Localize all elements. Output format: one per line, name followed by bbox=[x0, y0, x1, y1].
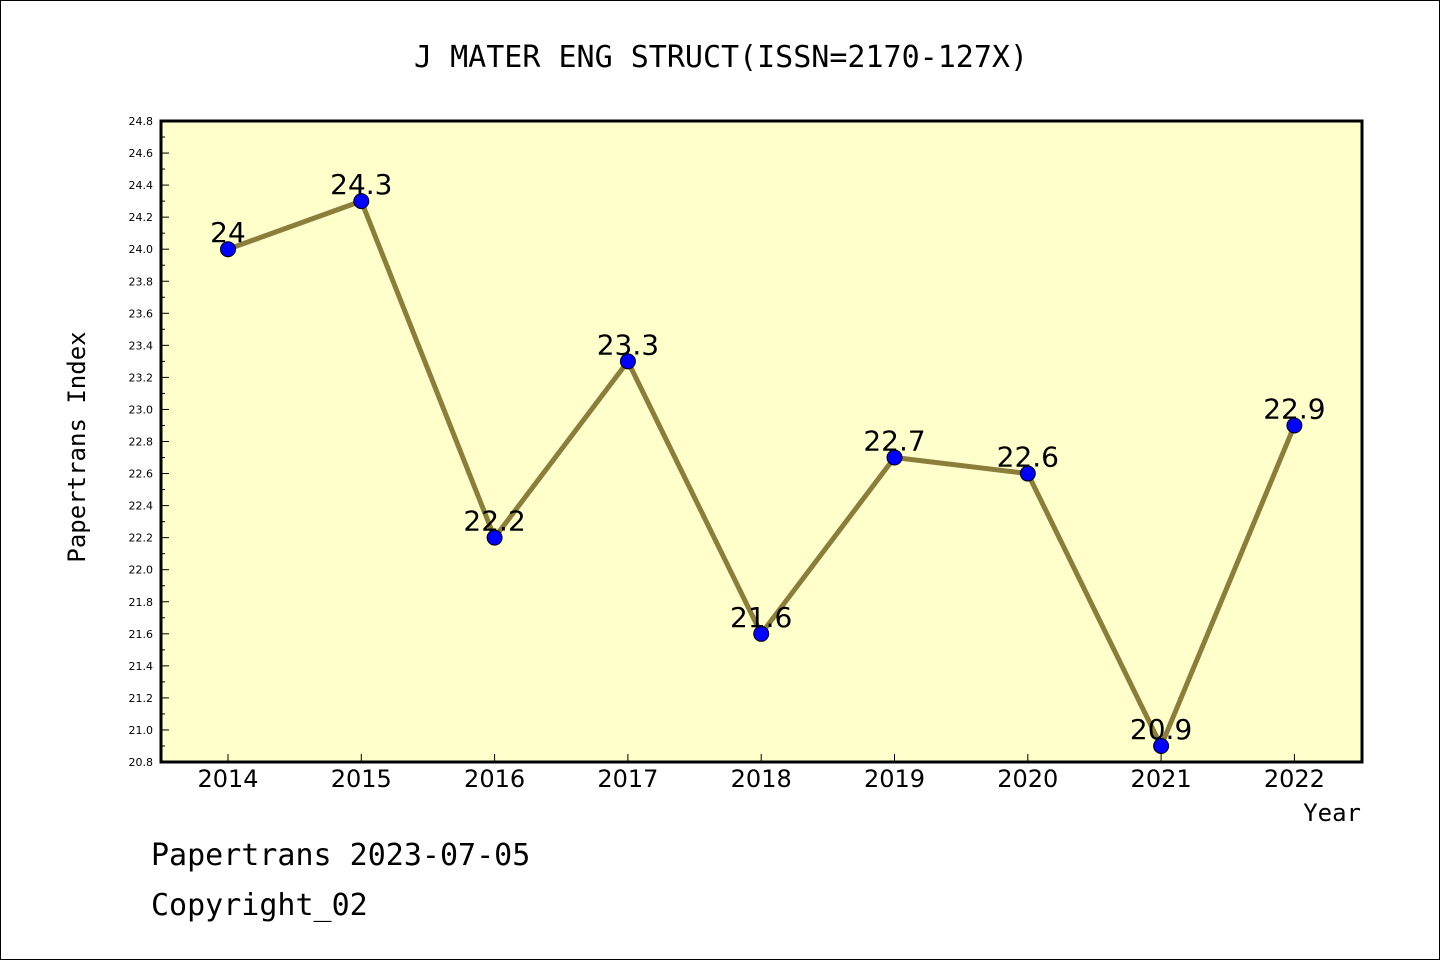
plot-area bbox=[159, 119, 1364, 764]
y-tick-label: 24.2 bbox=[129, 211, 154, 224]
data-label: 20.9 bbox=[1130, 713, 1192, 746]
y-tick-label: 21.6 bbox=[129, 628, 154, 641]
data-point bbox=[1019, 465, 1036, 482]
x-tick-label: 2021 bbox=[1131, 765, 1192, 793]
data-point bbox=[486, 529, 503, 546]
data-label: 22.6 bbox=[997, 441, 1059, 474]
x-tick-label: 2016 bbox=[464, 765, 525, 793]
y-tick-label: 20.8 bbox=[129, 756, 154, 769]
x-tick-label: 2015 bbox=[331, 765, 392, 793]
data-label: 22.9 bbox=[1263, 392, 1325, 425]
data-label: 22.7 bbox=[863, 425, 925, 458]
x-tick-label: 2019 bbox=[864, 765, 925, 793]
data-label: 24 bbox=[210, 216, 246, 249]
footer-copyright: Copyright_02 bbox=[151, 888, 368, 923]
y-tick-label: 23.4 bbox=[129, 339, 154, 352]
y-tick-label: 22.6 bbox=[129, 468, 154, 481]
y-tick-label: 24.6 bbox=[129, 147, 154, 160]
x-tick-label: 2014 bbox=[197, 765, 258, 793]
data-point bbox=[220, 241, 236, 258]
y-tick-label: 22.0 bbox=[129, 564, 154, 577]
y-tick-label: 22.8 bbox=[129, 436, 154, 449]
y-tick-label: 24.0 bbox=[129, 243, 154, 256]
x-tick-label: 2020 bbox=[997, 765, 1058, 793]
x-tick-label: 2018 bbox=[731, 765, 792, 793]
x-axis: 2014 2015 2016 2017 2018 2019 2020 2021 2022 bbox=[197, 754, 1325, 793]
footer-date: Papertrans 2023-07-05 bbox=[151, 838, 530, 873]
marker-group bbox=[220, 193, 1303, 754]
data-point bbox=[353, 193, 370, 210]
data-label-group: 24 24.3 22.2 23.3 21.6 22.7 22.6 20.9 22.9 bbox=[210, 168, 1325, 746]
data-label: 23.3 bbox=[597, 328, 659, 361]
y-tick-label: 23.2 bbox=[129, 371, 154, 384]
y-tick-label: 21.2 bbox=[129, 692, 154, 705]
y-tick-label: 23.8 bbox=[129, 275, 154, 288]
x-tick-label: 2017 bbox=[597, 765, 658, 793]
data-label: 22.2 bbox=[463, 505, 525, 538]
y-tick-label: 21.8 bbox=[129, 596, 154, 609]
y-tick-label: 23.0 bbox=[129, 403, 154, 416]
data-label: 24.3 bbox=[330, 168, 392, 201]
y-tick-label: 24.8 bbox=[129, 115, 154, 128]
data-point bbox=[1286, 417, 1303, 434]
data-label: 21.6 bbox=[730, 601, 792, 634]
y-tick-label: 23.6 bbox=[129, 307, 154, 320]
y-axis: 20.8 21.0 21.2 21.4 21.6 21.8 22.0 22.2 22.4 22.6… bbox=[129, 115, 169, 769]
y-tick-label: 21.0 bbox=[129, 724, 154, 737]
chart-title: J MATER ENG STRUCT(ISSN=2170-127X) bbox=[414, 40, 1028, 75]
y-tick-label: 21.4 bbox=[129, 660, 154, 673]
x-tick-label: 2022 bbox=[1264, 765, 1325, 793]
y-tick-label: 22.4 bbox=[129, 500, 154, 513]
data-point bbox=[753, 625, 770, 642]
data-point bbox=[619, 353, 636, 370]
data-point bbox=[1153, 737, 1170, 754]
y-tick-label: 24.4 bbox=[129, 179, 154, 192]
y-tick-label: 22.2 bbox=[129, 532, 154, 545]
x-axis-title: Year bbox=[1303, 799, 1361, 827]
data-point bbox=[886, 449, 903, 466]
y-axis-title: Papertrans Index bbox=[63, 331, 91, 562]
